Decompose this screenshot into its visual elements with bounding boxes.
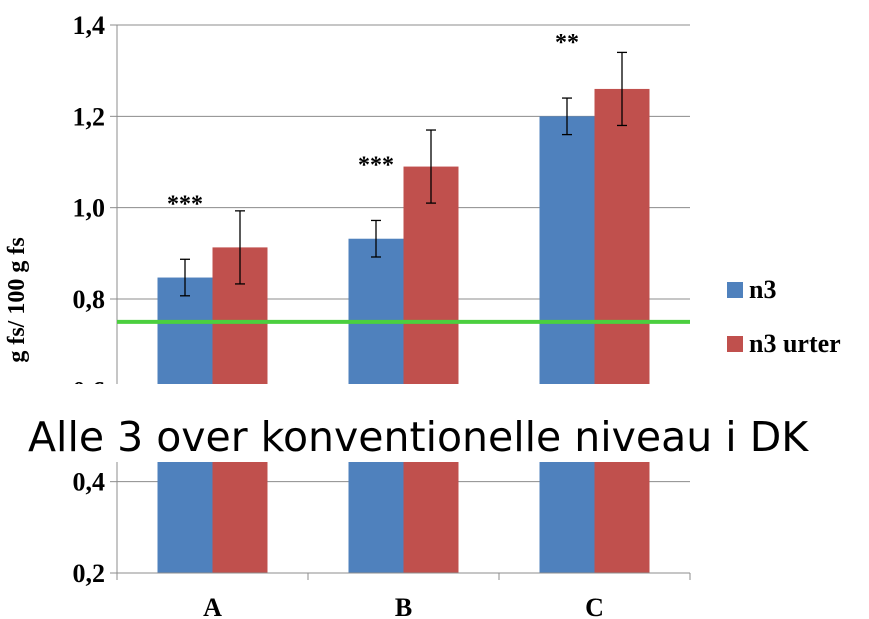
significance-label: *** (358, 152, 394, 178)
y-tick-label: 0,2 (73, 559, 106, 588)
x-category-label: C (585, 593, 604, 619)
error-bars (180, 51, 627, 297)
y-tick-label: 0,4 (73, 468, 106, 497)
legend-swatch-n3-urter (727, 336, 743, 352)
overlay-backdrop (0, 384, 869, 462)
y-axis-label: g fs/ 100 g fs (4, 237, 30, 362)
y-tick-label: 0,8 (73, 285, 106, 314)
bars (157, 88, 650, 574)
y-tick-labels: 0,20,40,60,81,01,21,4 (73, 11, 106, 588)
bar-n3-urter-C (594, 88, 650, 573)
legend-swatch-n3 (727, 282, 743, 298)
y-tick-label: 1,4 (73, 11, 106, 40)
legend: n3 n3 urter (727, 275, 841, 358)
legend-label-n3-urter: n3 urter (749, 329, 841, 358)
x-category-label: B (395, 593, 412, 619)
y-tick-label: 1,0 (73, 194, 106, 223)
bar-n3-C (539, 116, 595, 573)
axes (116, 25, 691, 580)
significance-label: *** (167, 191, 203, 217)
significance-label: ** (555, 30, 579, 56)
x-category-labels: A B C (203, 593, 604, 619)
significance-labels: ******** (167, 30, 579, 217)
x-category-label: A (203, 593, 222, 619)
legend-label-n3: n3 (749, 275, 776, 304)
y-tick-label: 1,2 (73, 102, 106, 131)
overlay-caption: Alle 3 over konventionelle niveau i DK (28, 413, 809, 461)
bar-n3-urter-B (403, 166, 459, 574)
